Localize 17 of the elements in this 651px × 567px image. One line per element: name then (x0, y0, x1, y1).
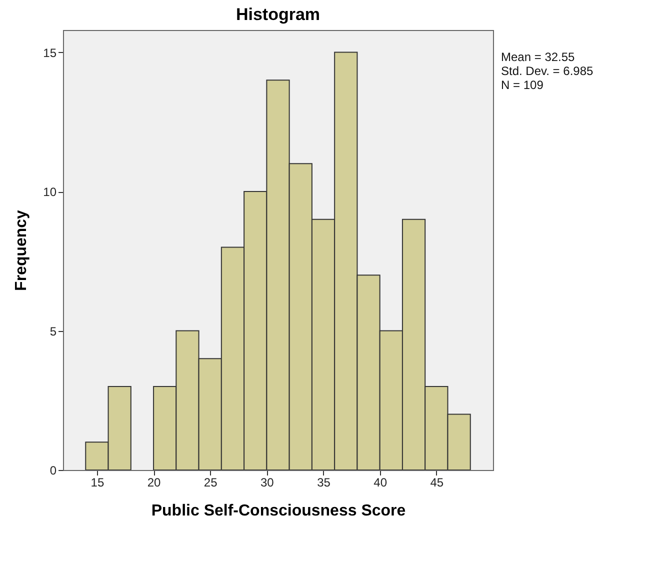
x-tick-label: 20 (147, 476, 162, 490)
x-tick-label: 35 (317, 476, 331, 490)
x-tick-label: 15 (90, 476, 104, 490)
x-tick-label: 45 (430, 476, 444, 490)
text: Std. Dev. = 6.985 (501, 64, 594, 78)
text: Mean = 32.55 (501, 50, 576, 64)
x-tick-label: 30 (260, 476, 274, 490)
chart-title: Histogram (236, 5, 320, 24)
x-axis-title: Public Self-Consciousness Score (151, 502, 406, 520)
y-tick-label: 5 (50, 324, 57, 338)
x-tick-label: 40 (374, 476, 388, 490)
y-tick-label: 10 (43, 185, 57, 200)
x-tick-label: 25 (204, 476, 218, 490)
text: N = 109 (501, 78, 544, 92)
y-tick-label: 0 (50, 464, 57, 478)
y-axis-title: Frequency (13, 210, 30, 291)
y-tick-label: 15 (43, 46, 57, 60)
